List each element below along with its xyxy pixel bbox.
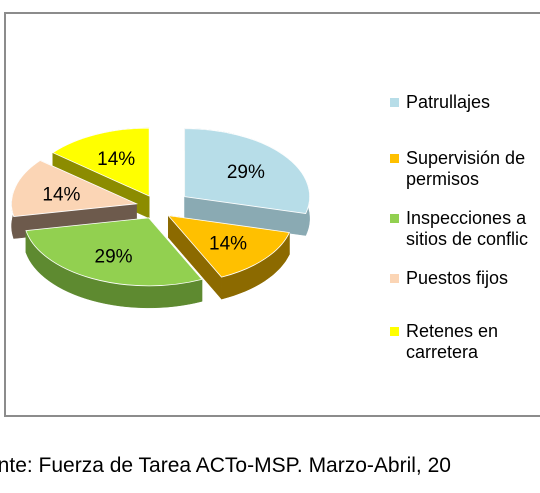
legend-swatch-puestos [390,274,399,283]
legend: Patrullajes Supervisión de permisos Insp… [390,92,540,363]
legend-item-patrullajes: Patrullajes [390,92,540,113]
legend-swatch-supervision [390,154,399,163]
legend-swatch-retenes [390,327,399,336]
legend-label-line: sitios de conflic [406,229,529,249]
legend-item-retenes: Retenes en carretera [390,321,540,363]
legend-swatch-patrullajes [390,98,399,107]
legend-item-supervision: Supervisión de permisos [390,148,540,190]
data-label-supervision-de-permisos: 14% [209,233,247,254]
pie-slice-inspecciones-a-sitios-de-conflicto [25,217,203,287]
data-label-retenes-en-carretera: 14% [97,149,135,170]
legend-swatch-inspecciones [390,214,399,223]
pie-slice-patrullajes [184,128,310,214]
legend-label-line: Patrullajes [406,92,491,112]
legend-label-line: Retenes en [406,321,499,341]
data-label-inspecciones-a-sitios-de-conflicto: 29% [95,246,133,267]
legend-label-line: Puestos fijos [406,268,509,288]
chart-frame: 29% 14% 29% 14% 14% Patrullajes Supervisión … [4,12,540,417]
legend-label-line: Inspecciones a [406,208,527,228]
pie-chart: 29% 14% 29% 14% 14% [11,127,310,309]
data-label-patrullajes: 29% [227,162,265,183]
pie-slice-retenes-en-carretera [52,127,150,197]
legend-label-line: permisos [406,169,480,189]
data-label-puestos-fijos: 14% [42,184,80,205]
legend-item-puestos: Puestos fijos [390,268,540,289]
pie-slice-supervision-de-permisos [167,215,290,278]
pie-slice-puestos-fijos [11,160,139,217]
legend-label-line: Supervisión de [406,148,526,168]
source-caption: ente: Fuerza de Tarea ACTo-MSP. Marzo-Ab… [0,454,451,477]
legend-label-line: carretera [406,342,479,362]
legend-item-inspecciones: Inspecciones a sitios de conflic [390,208,540,250]
